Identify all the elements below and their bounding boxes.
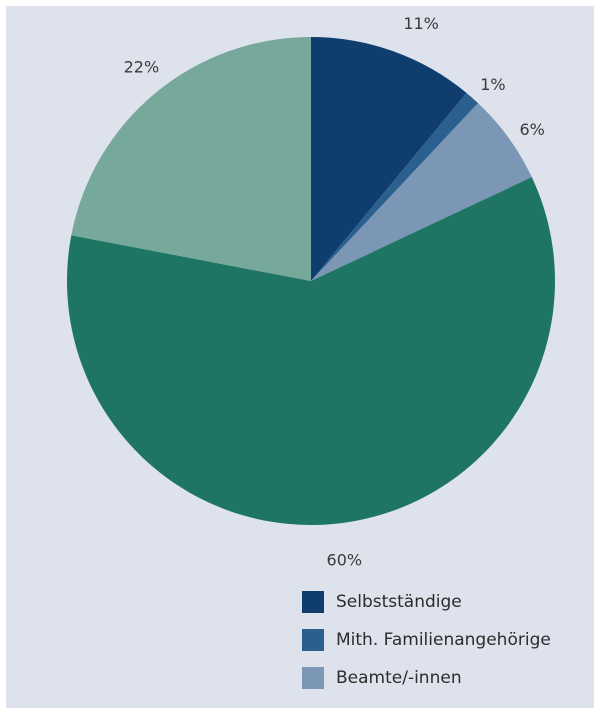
legend-swatch bbox=[302, 591, 324, 613]
legend-item-selbststaendige: Selbstständige bbox=[302, 589, 551, 615]
slice-percent-label: 60% bbox=[327, 550, 363, 569]
slice-percent-label: 22% bbox=[124, 58, 160, 77]
legend-label: Selbstständige bbox=[336, 592, 462, 612]
legend-item-familienangehoerige: Mith. Familienangehörige bbox=[302, 627, 551, 653]
pie-slice bbox=[66, 177, 555, 525]
slice-percent-label: 1% bbox=[480, 75, 505, 94]
pie-slice bbox=[311, 37, 467, 281]
pie-slice bbox=[71, 37, 311, 281]
legend: Selbstständige Mith. Familienangehörige … bbox=[302, 589, 551, 703]
legend-item-beamte: Beamte/-innen bbox=[302, 665, 551, 691]
slice-percent-label: 6% bbox=[520, 120, 545, 139]
pie-chart: 11% 1% 6% 60% 22% bbox=[66, 14, 555, 569]
legend-swatch bbox=[302, 667, 324, 689]
pie-slice bbox=[311, 103, 532, 281]
pie-slice bbox=[311, 92, 479, 282]
slice-percent-label: 11% bbox=[403, 14, 439, 33]
chart-panel: 11% 1% 6% 60% 22% Selbstständige Mith. Famil… bbox=[6, 6, 594, 708]
legend-label: Mith. Familienangehörige bbox=[336, 630, 551, 650]
legend-label: Beamte/-innen bbox=[336, 668, 462, 688]
legend-swatch bbox=[302, 629, 324, 651]
